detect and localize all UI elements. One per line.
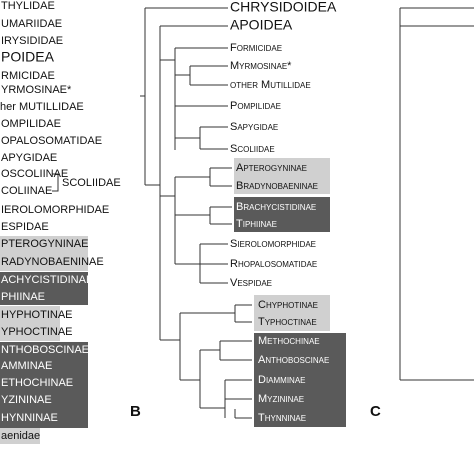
- left-label: OSCOLIINAE: [1, 168, 68, 180]
- group-label: SCOLIIDAE: [62, 177, 121, 189]
- highlight-dark: [254, 333, 346, 427]
- left-label: ESPIDAE: [1, 221, 49, 233]
- clade-label: Scoliidae: [230, 143, 275, 155]
- clade-label: Myrmosinae*: [230, 60, 292, 72]
- highlight-light: [0, 306, 60, 341]
- left-label: POIDEA: [1, 49, 55, 65]
- panel-letter: B: [130, 403, 141, 420]
- clade-label: Brachycistidinae: [236, 201, 316, 213]
- clade-label: APOIDEA: [230, 17, 293, 33]
- clade-label: CHRYSIDOIDEA: [230, 0, 337, 15]
- highlight-boxes: [0, 158, 346, 444]
- clade-label: other Mutillidae: [230, 79, 311, 91]
- highlight-dark: [0, 272, 88, 305]
- clade-label: Pompilidae: [230, 100, 281, 112]
- clade-label: Apterogyninae: [236, 162, 307, 174]
- left-label: COLIINAE: [1, 185, 52, 197]
- left-label: AMMINAE: [1, 360, 52, 372]
- clade-label: Diamminae: [258, 374, 306, 386]
- highlight-dark: [0, 342, 88, 428]
- scoliidae-bracket: [52, 173, 59, 192]
- clade-label: Myzininae: [258, 393, 304, 405]
- highlight-light: [234, 158, 330, 194]
- left-label: HYPHOTINAE: [1, 309, 73, 321]
- clade-label: Rhopalosomatidae: [230, 258, 317, 270]
- left-label: her MUTILLIDAE: [0, 101, 84, 113]
- left-label: YPHOCTINAE: [1, 326, 73, 338]
- highlight-dark: [234, 197, 330, 232]
- left-label: YZININAE: [1, 394, 52, 406]
- clade-label: Chyphotinae: [258, 299, 318, 311]
- clade-label: Sierolomorphidae: [230, 238, 316, 250]
- clade-label: Sapygidae: [230, 121, 278, 133]
- left-label: PHIINAE: [1, 291, 45, 303]
- left-label: YRMOSINAE*: [1, 84, 72, 96]
- highlight-light: [0, 428, 40, 444]
- clade-label: Typhoctinae: [258, 316, 317, 328]
- clade-label: Vespidae: [230, 277, 272, 289]
- tree-b: [140, 7, 252, 419]
- left-label: ACHYCISTIDINAE: [1, 274, 93, 286]
- left-label: PTEROGYNINAE: [1, 238, 88, 250]
- left-label: OMPILIDAE: [1, 118, 61, 130]
- clade-label: Formicidae: [230, 42, 282, 54]
- clade-label: Thynninae: [258, 412, 306, 424]
- left-label: NTHOBOSCINAE: [1, 344, 89, 356]
- left-label: ETHOCHINAE: [1, 377, 73, 389]
- clade-label: Bradynobaeninae: [236, 180, 318, 192]
- left-label: IEROLOMORPHIDAE: [1, 204, 109, 216]
- tree-c: [399, 7, 474, 381]
- clade-label: Anthoboscinae: [258, 354, 329, 366]
- left-label: RMICIDAE: [1, 70, 55, 82]
- panel-letter: C: [370, 403, 381, 420]
- clade-label: Methochinae: [258, 335, 320, 347]
- highlight-light: [0, 236, 88, 271]
- left-label: UMARIIDAE: [1, 18, 62, 30]
- left-label: aenidae: [1, 430, 40, 442]
- left-label: HYNNINAE: [1, 412, 58, 424]
- highlight-light: [254, 295, 330, 331]
- left-label: RADYNOBAENINAE: [1, 256, 104, 268]
- left-label: APYGIDAE: [1, 152, 57, 164]
- left-label: IRYSIDIDAE: [1, 35, 63, 47]
- clade-label: Tiphiinae: [236, 218, 277, 230]
- left-label: THYLIDAE: [1, 0, 55, 12]
- left-label: OPALOSOMATIDAE: [1, 135, 102, 147]
